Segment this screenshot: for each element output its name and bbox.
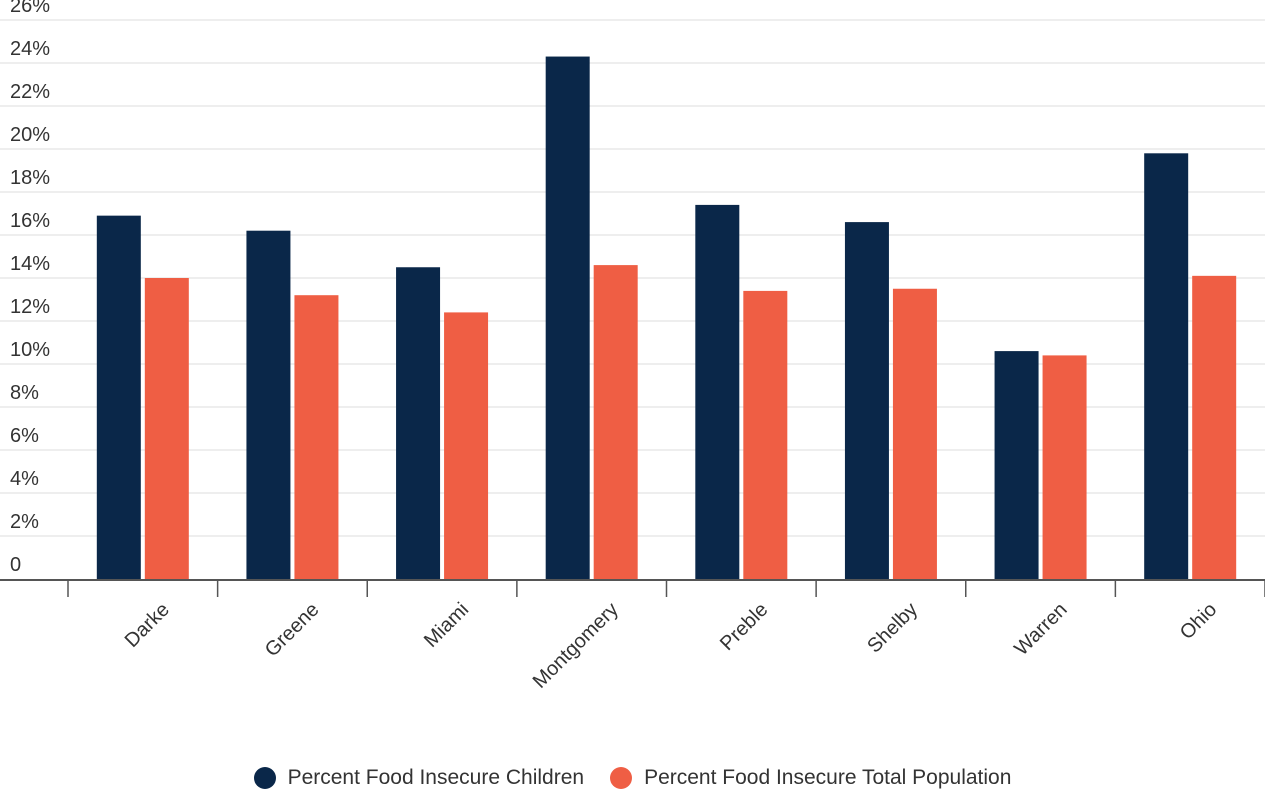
- y-tick-label: 10%: [10, 339, 50, 361]
- x-tick-label: Warren: [1010, 599, 1071, 660]
- y-tick-label: 0: [10, 554, 21, 576]
- y-tick-label: 8%: [10, 382, 39, 404]
- y-tick-label: 16%: [10, 210, 50, 232]
- legend-marker-total: [610, 767, 633, 789]
- y-tick-label: 18%: [10, 167, 50, 189]
- bar-total: [743, 290, 788, 579]
- y-tick-label: 20%: [10, 124, 50, 146]
- bar-children: [994, 351, 1039, 579]
- x-tick-label: Shelby: [863, 599, 922, 658]
- bar-children: [844, 222, 889, 579]
- x-axis: [0, 579, 1265, 597]
- bar-children: [1144, 153, 1189, 580]
- y-tick-label: 24%: [10, 38, 50, 60]
- bar-children: [396, 267, 441, 579]
- chart-legend: Percent Food Insecure Children Percent F…: [0, 762, 1265, 794]
- bar-total: [892, 288, 937, 579]
- bar-children: [545, 56, 590, 580]
- legend-label-total: Percent Food Insecure Total Population: [644, 766, 1012, 789]
- bar-total: [294, 295, 339, 579]
- bar-total: [1042, 355, 1087, 579]
- bar-children: [246, 230, 291, 579]
- legend-item-children: Percent Food Insecure Children: [253, 766, 585, 790]
- y-tick-label: 4%: [10, 468, 39, 490]
- bar-children: [96, 215, 141, 579]
- y-tick-label: 12%: [10, 296, 50, 318]
- y-tick-label: 26%: [10, 0, 50, 17]
- bar-children: [695, 204, 740, 579]
- x-tick-label: Darke: [121, 599, 174, 652]
- x-tick-label: Montgomery: [529, 599, 623, 693]
- x-tick-label: Miami: [420, 599, 473, 652]
- y-tick-label: 22%: [10, 81, 50, 103]
- bar-total: [1192, 275, 1237, 579]
- y-axis-tick-labels: 0 2% 4% 6% 8% 10% 12% 14% 16% 18% 20% 22% 24% 26%: [10, 0, 50, 576]
- x-tick-label: Preble: [716, 599, 772, 655]
- x-axis-tick-labels: Darke Greene Miami Montgomery Preble Shelby Wa…: [121, 599, 1222, 693]
- x-tick-label: Ohio: [1176, 599, 1221, 644]
- y-tick-label: 2%: [10, 511, 39, 533]
- legend-label-children: Percent Food Insecure Children: [287, 766, 585, 789]
- bar-total: [144, 278, 189, 579]
- bar-total: [444, 312, 489, 579]
- y-tick-label: 6%: [10, 425, 39, 447]
- legend-marker-children: [253, 767, 276, 789]
- bar-total: [593, 265, 638, 579]
- x-tick-label: Greene: [261, 599, 324, 662]
- y-tick-label: 14%: [10, 253, 50, 275]
- legend-item-total: Percent Food Insecure Total Population: [610, 766, 1011, 790]
- bars: [96, 56, 1237, 580]
